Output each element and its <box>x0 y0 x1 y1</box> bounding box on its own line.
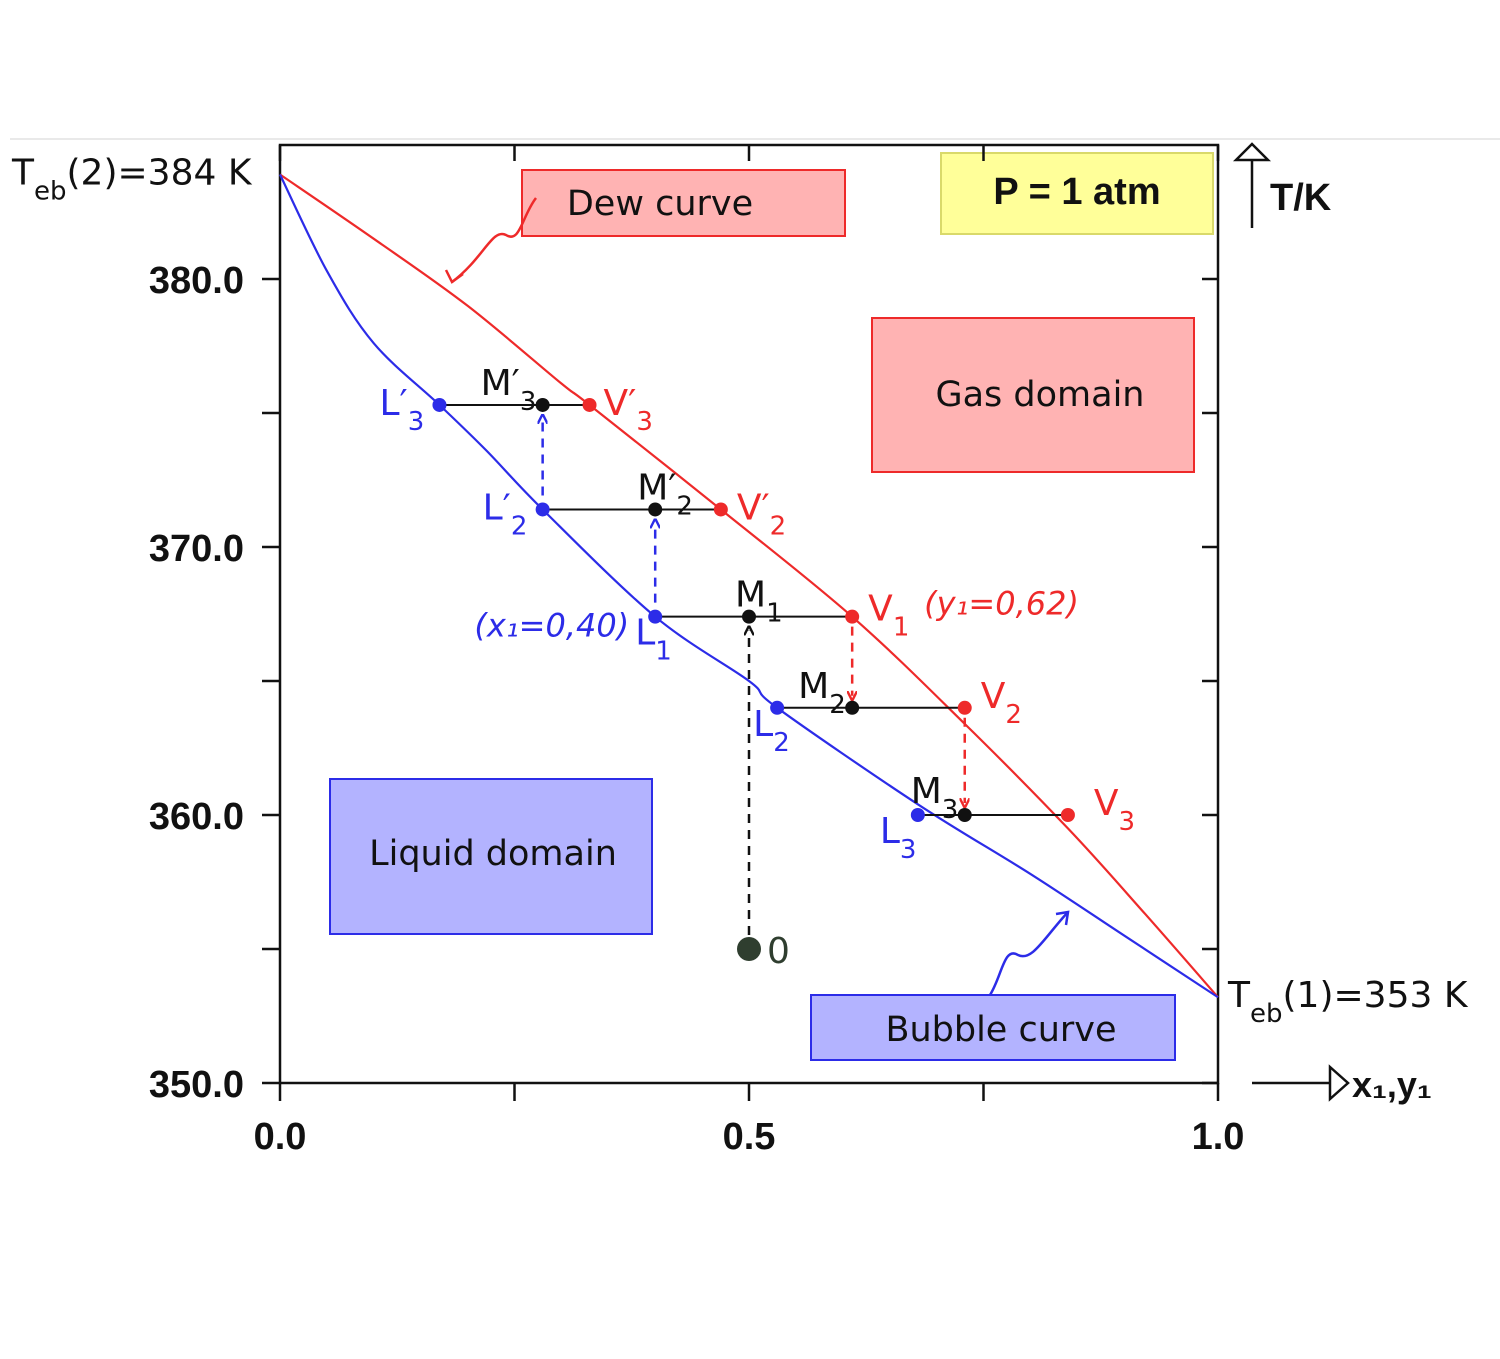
point-m1 <box>742 609 756 624</box>
bubble-curve-label-box <box>810 994 1176 1061</box>
point-l1 <box>648 609 663 624</box>
start-point <box>737 937 761 961</box>
points <box>432 397 1075 961</box>
point-label: M′2 <box>637 467 693 521</box>
point-v2 <box>957 700 972 715</box>
point-label: V3 <box>1094 783 1135 837</box>
point-mprime2 <box>648 502 663 517</box>
point-label: V′2 <box>737 487 786 541</box>
bubble-curve-line <box>279 173 1219 999</box>
x-axis-arrow-icon <box>1328 1064 1350 1102</box>
teb1-label: Teb(1)=353 K <box>1227 975 1469 1029</box>
y-tick-label: 360.0 <box>149 796 244 838</box>
point-label: M2 <box>798 666 846 720</box>
point-label: M3 <box>911 771 959 825</box>
bubble-curve-callout <box>988 911 1069 996</box>
x-axis-label: x₁,y₁ <box>1352 1064 1432 1105</box>
x-tick-label: 0.5 <box>723 1116 776 1158</box>
point-vprime2 <box>713 502 728 517</box>
liquid-domain-label: Liquid domain <box>369 834 617 874</box>
point-l3 <box>910 808 925 822</box>
pressure-box <box>940 152 1214 235</box>
point-label: L3 <box>880 811 917 865</box>
bubble-curve-callout-head <box>1055 910 1070 926</box>
y-tick-label: 370.0 <box>149 528 244 570</box>
point-label: L′3 <box>379 383 424 437</box>
point-label: M′3 <box>481 363 537 417</box>
t-axis-label: T/K <box>1270 177 1332 219</box>
x-tick-label: 1.0 <box>1192 1116 1245 1158</box>
teb2-label: Teb(2)=384 K <box>11 152 253 206</box>
point-label: L1 <box>635 613 672 667</box>
x1-annotation: (x₁=0,40) <box>474 607 629 645</box>
point-m3 <box>957 808 972 822</box>
pressure-label: P = 1 atm <box>993 171 1160 213</box>
point-l2 <box>770 700 785 715</box>
t-axis-arrow-icon <box>1232 142 1272 162</box>
y-tick-label: 350.0 <box>149 1064 244 1106</box>
point-lprime2 <box>535 502 550 517</box>
liquid-domain-box <box>329 778 653 935</box>
point-label: 0 <box>767 931 790 972</box>
point-v3 <box>1060 808 1075 822</box>
point-label: L2 <box>753 704 790 758</box>
bubble-curve-label: Bubble curve <box>885 1010 1116 1050</box>
dew-curve-label: Dew curve <box>567 184 753 224</box>
y1-annotation: (y₁=0,62) <box>924 585 1079 623</box>
point-vprime3 <box>582 397 597 412</box>
gas-domain-box <box>871 317 1195 473</box>
curves <box>279 173 1219 999</box>
point-label: V′3 <box>604 383 653 437</box>
dew-curve-label-box <box>521 169 846 237</box>
point-label: V1 <box>868 589 909 643</box>
gas-domain-label: Gas domain <box>935 375 1144 415</box>
y-tick-label: 380.0 <box>149 260 244 302</box>
point-label: V2 <box>981 676 1022 730</box>
dew-curve-callout-head <box>444 269 464 284</box>
point-lprime3 <box>432 397 447 412</box>
dew-curve-line <box>279 173 1219 998</box>
dew-curve-callout <box>451 197 537 283</box>
x-tick-label: 0.0 <box>254 1116 307 1158</box>
point-label: M1 <box>735 575 783 629</box>
point-label: L′2 <box>483 487 528 541</box>
point-v1 <box>845 609 860 624</box>
point-mprime3 <box>535 397 550 412</box>
point-m2 <box>845 700 860 715</box>
axes: 0.0 0.5 1.0 350.0 360.0 370.0 380.0 Teb(2)=384 … <box>11 143 1469 1158</box>
arrows <box>543 419 965 935</box>
